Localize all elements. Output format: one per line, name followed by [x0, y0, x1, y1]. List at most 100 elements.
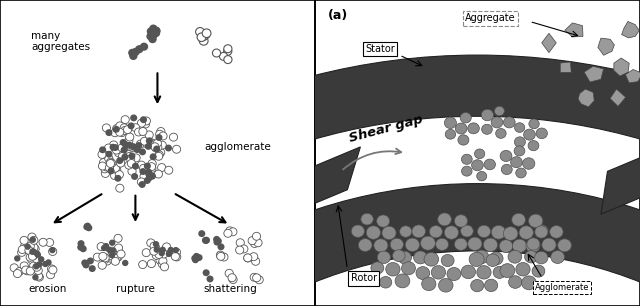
Circle shape	[147, 259, 156, 267]
Circle shape	[32, 264, 40, 272]
Circle shape	[106, 130, 112, 135]
Circle shape	[113, 166, 121, 174]
Circle shape	[29, 262, 38, 270]
Polygon shape	[541, 33, 556, 53]
Circle shape	[371, 262, 384, 274]
Circle shape	[461, 225, 474, 237]
Circle shape	[101, 254, 109, 262]
Circle shape	[525, 251, 538, 263]
Circle shape	[123, 143, 131, 151]
Polygon shape	[601, 147, 640, 214]
Circle shape	[199, 37, 208, 45]
Circle shape	[468, 237, 482, 250]
Circle shape	[127, 155, 134, 163]
Circle shape	[170, 133, 178, 141]
Text: Rotor: Rotor	[351, 274, 377, 283]
Circle shape	[461, 154, 472, 164]
Circle shape	[123, 142, 128, 147]
Circle shape	[236, 246, 244, 254]
Circle shape	[204, 270, 209, 275]
Circle shape	[193, 257, 198, 263]
Circle shape	[153, 27, 160, 34]
Circle shape	[516, 168, 526, 178]
Circle shape	[202, 29, 211, 38]
Circle shape	[109, 240, 115, 245]
Circle shape	[106, 151, 112, 157]
Circle shape	[22, 266, 30, 274]
Circle shape	[113, 126, 119, 132]
Circle shape	[468, 123, 479, 134]
Circle shape	[109, 253, 115, 258]
Circle shape	[28, 256, 36, 264]
Circle shape	[214, 239, 220, 245]
Circle shape	[145, 163, 150, 169]
Circle shape	[157, 163, 166, 171]
Circle shape	[32, 264, 40, 272]
Polygon shape	[564, 23, 583, 37]
Circle shape	[145, 144, 151, 149]
Circle shape	[78, 244, 84, 250]
Circle shape	[147, 175, 152, 181]
Circle shape	[166, 145, 172, 151]
Circle shape	[134, 128, 143, 136]
Circle shape	[399, 226, 412, 237]
Circle shape	[477, 171, 487, 181]
Circle shape	[148, 164, 156, 172]
Circle shape	[142, 117, 150, 125]
Circle shape	[33, 263, 41, 271]
Circle shape	[454, 238, 467, 250]
Circle shape	[438, 278, 453, 292]
Circle shape	[228, 274, 236, 282]
Circle shape	[252, 232, 260, 240]
Circle shape	[156, 130, 164, 138]
Circle shape	[424, 252, 438, 266]
Circle shape	[143, 140, 151, 148]
Circle shape	[125, 152, 134, 160]
Polygon shape	[625, 69, 640, 83]
Circle shape	[108, 247, 116, 255]
Text: erosion: erosion	[28, 284, 67, 294]
Circle shape	[114, 253, 122, 261]
Circle shape	[45, 238, 54, 246]
Circle shape	[173, 145, 180, 153]
Circle shape	[140, 164, 148, 172]
Circle shape	[34, 267, 42, 274]
Circle shape	[154, 242, 159, 247]
Circle shape	[172, 248, 180, 256]
Circle shape	[99, 162, 107, 170]
Circle shape	[136, 140, 145, 148]
Circle shape	[104, 244, 109, 248]
Circle shape	[509, 276, 522, 288]
Circle shape	[255, 276, 263, 284]
Circle shape	[157, 148, 164, 156]
Circle shape	[516, 263, 530, 276]
Circle shape	[524, 129, 535, 140]
Circle shape	[253, 274, 260, 282]
Circle shape	[146, 169, 152, 175]
Circle shape	[105, 155, 113, 163]
Circle shape	[26, 253, 35, 261]
Circle shape	[401, 262, 415, 275]
Circle shape	[438, 213, 451, 226]
Text: many
aggregates: many aggregates	[31, 31, 91, 52]
Circle shape	[138, 178, 145, 186]
Circle shape	[150, 174, 156, 179]
Circle shape	[557, 239, 572, 252]
Circle shape	[145, 131, 153, 139]
Circle shape	[128, 123, 134, 129]
Circle shape	[223, 47, 232, 55]
Circle shape	[39, 238, 47, 246]
Circle shape	[157, 128, 165, 136]
Circle shape	[118, 129, 126, 136]
Circle shape	[551, 251, 564, 263]
Circle shape	[25, 246, 33, 254]
Circle shape	[441, 255, 454, 267]
Circle shape	[196, 28, 204, 36]
Circle shape	[351, 225, 364, 237]
Circle shape	[461, 166, 472, 176]
Circle shape	[515, 137, 525, 147]
Circle shape	[50, 248, 55, 252]
Circle shape	[412, 225, 426, 238]
Circle shape	[150, 247, 158, 255]
Circle shape	[528, 140, 539, 151]
